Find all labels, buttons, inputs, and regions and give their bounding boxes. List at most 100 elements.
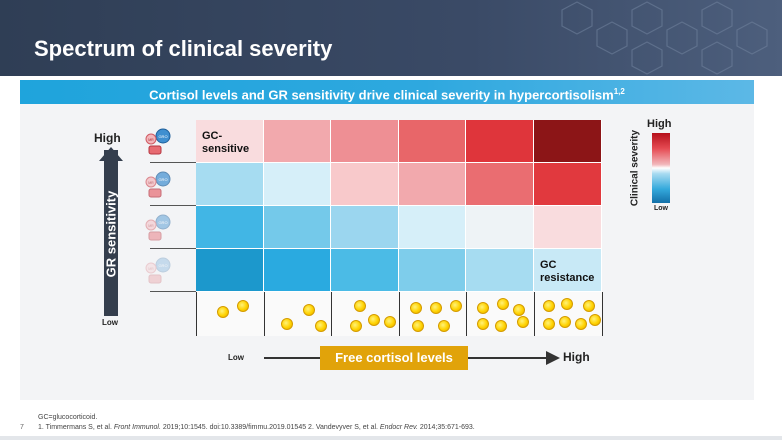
cortisol-molecule-icon [350, 320, 363, 332]
cortisol-molecule-icon [477, 302, 490, 314]
footer-bar [0, 436, 782, 440]
cortisol-molecule-icon [429, 302, 442, 314]
svg-text:MR: MR [148, 267, 154, 271]
gr-receptor-icon: GRO MR [144, 126, 172, 156]
cortisol-molecule-icon [302, 304, 315, 316]
y-axis-label-text: GR sensitivity [103, 190, 119, 278]
heatmap-cell [196, 249, 264, 292]
ref2-journal: Endocr Rev. [379, 424, 418, 431]
svg-text:MR: MR [148, 138, 154, 142]
heatmap-cell [263, 249, 332, 292]
svg-text:MR: MR [148, 181, 154, 185]
heatmap-cell [398, 120, 467, 163]
ref1-rest: 2019;10:1545. doi:10.3389/fimmu.2019.015… [160, 424, 380, 431]
row-separator [150, 205, 196, 206]
legend-high-label: High [647, 118, 672, 130]
heatmap-cell [331, 206, 399, 249]
cortisol-dot-cell [197, 292, 265, 336]
cortisol-molecule-icon [575, 318, 587, 330]
severity-heatmap: GC- sensitive GC resistance [196, 120, 602, 336]
footnote-references: 1. Timmermans S, et al. Front Immunol. 2… [38, 424, 475, 431]
gr-receptor-icon: GRO MR [144, 212, 172, 242]
cortisol-dot-cell [535, 292, 603, 336]
cortisol-molecule-icon [237, 300, 249, 312]
heatmap-cell [398, 249, 467, 292]
heatmap-cell [331, 120, 399, 163]
ref2-rest: 2014;35:671-693. [417, 424, 475, 431]
legend-low-label: Low [654, 205, 668, 212]
y-axis-low-label: Low [102, 318, 118, 327]
gr-receptor-icon: GRO MR [144, 255, 172, 285]
x-axis-low-label: Low [228, 353, 244, 362]
cortisol-molecule-icon [589, 314, 601, 326]
row-separator [150, 291, 196, 292]
heatmap-cell [196, 120, 264, 163]
cortisol-molecule-icon [583, 300, 595, 312]
heatmap-cell [196, 206, 264, 249]
cortisol-molecule-icon [280, 318, 293, 330]
page-number: 7 [20, 424, 24, 431]
cortisol-molecule-icon [368, 314, 381, 326]
heatmap-cell [466, 120, 534, 163]
svg-text:GRO: GRO [158, 220, 167, 225]
page-title: Spectrum of clinical severity [34, 36, 333, 61]
x-axis-high-label: High [563, 350, 590, 364]
cortisol-molecule-icon [513, 304, 526, 316]
heatmap-cell-label: GC resistance [540, 259, 595, 284]
cortisol-molecule-icon [543, 300, 555, 312]
legend-color-bar [652, 133, 670, 203]
svg-text:MR: MR [148, 224, 154, 228]
cortisol-molecule-icon [384, 316, 397, 328]
heatmap-cell [263, 206, 332, 249]
heatmap-cell [534, 249, 602, 292]
svg-text:GRO: GRO [158, 263, 167, 268]
cortisol-dot-cell [467, 292, 535, 336]
cortisol-molecule-icon [354, 300, 367, 312]
cortisol-dot-cell [265, 292, 333, 336]
cortisol-dot-cell [400, 292, 468, 336]
right-arrow-icon [546, 351, 560, 365]
heatmap-cell [534, 206, 602, 249]
banner-superscript: 1,2 [613, 87, 625, 96]
ref1-prefix: 1. Timmermans S, et al. [38, 424, 114, 431]
cortisol-molecule-icon [517, 316, 530, 328]
heatmap-cell [263, 163, 332, 206]
header-bar: Spectrum of clinical severity [0, 0, 782, 76]
heatmap-cell [466, 206, 534, 249]
cortisol-molecule-icon [411, 320, 424, 332]
heatmap-cell [398, 206, 467, 249]
heatmap-cell [466, 249, 534, 292]
cortisol-molecule-icon [543, 318, 555, 330]
banner-text: Cortisol levels and GR sensitivity drive… [149, 87, 614, 103]
heatmap-cell [398, 163, 467, 206]
row-separator [150, 162, 196, 163]
heatmap-cell [534, 120, 602, 163]
ref1-journal: Front Immunol. [113, 424, 161, 431]
legend-title-text: Clinical severity [629, 129, 641, 207]
heatmap-cell [466, 163, 534, 206]
cortisol-dots-row [196, 292, 603, 336]
cortisol-molecule-icon [217, 306, 229, 318]
row-separator [150, 248, 196, 249]
gr-receptor-icon: GRO MR [144, 169, 172, 199]
cortisol-molecule-icon [559, 316, 571, 328]
heatmap-cell [263, 120, 332, 163]
heatmap-cell [534, 163, 602, 206]
cortisol-molecule-icon [314, 320, 327, 332]
cortisol-molecule-icon [409, 302, 422, 314]
gr-sensitivity-arrow [104, 150, 118, 316]
cortisol-molecule-icon [495, 320, 508, 332]
cortisol-molecule-icon [437, 320, 450, 332]
heatmap-cell-label: GC- sensitive [202, 130, 250, 155]
footnote-abbreviation: GC=glucocorticoid. [38, 414, 98, 421]
heatmap-cell [331, 163, 399, 206]
cortisol-molecule-icon [497, 298, 510, 310]
heatmap-cell [331, 249, 399, 292]
svg-text:GRO: GRO [158, 177, 167, 182]
svg-text:GRO: GRO [158, 134, 167, 139]
cortisol-dot-cell [332, 292, 400, 336]
y-axis-label: GR sensitivity [98, 174, 124, 294]
cortisol-molecule-icon [477, 318, 490, 330]
cortisol-molecule-icon [561, 298, 573, 310]
banner: Cortisol levels and GR sensitivity drive… [20, 80, 754, 104]
